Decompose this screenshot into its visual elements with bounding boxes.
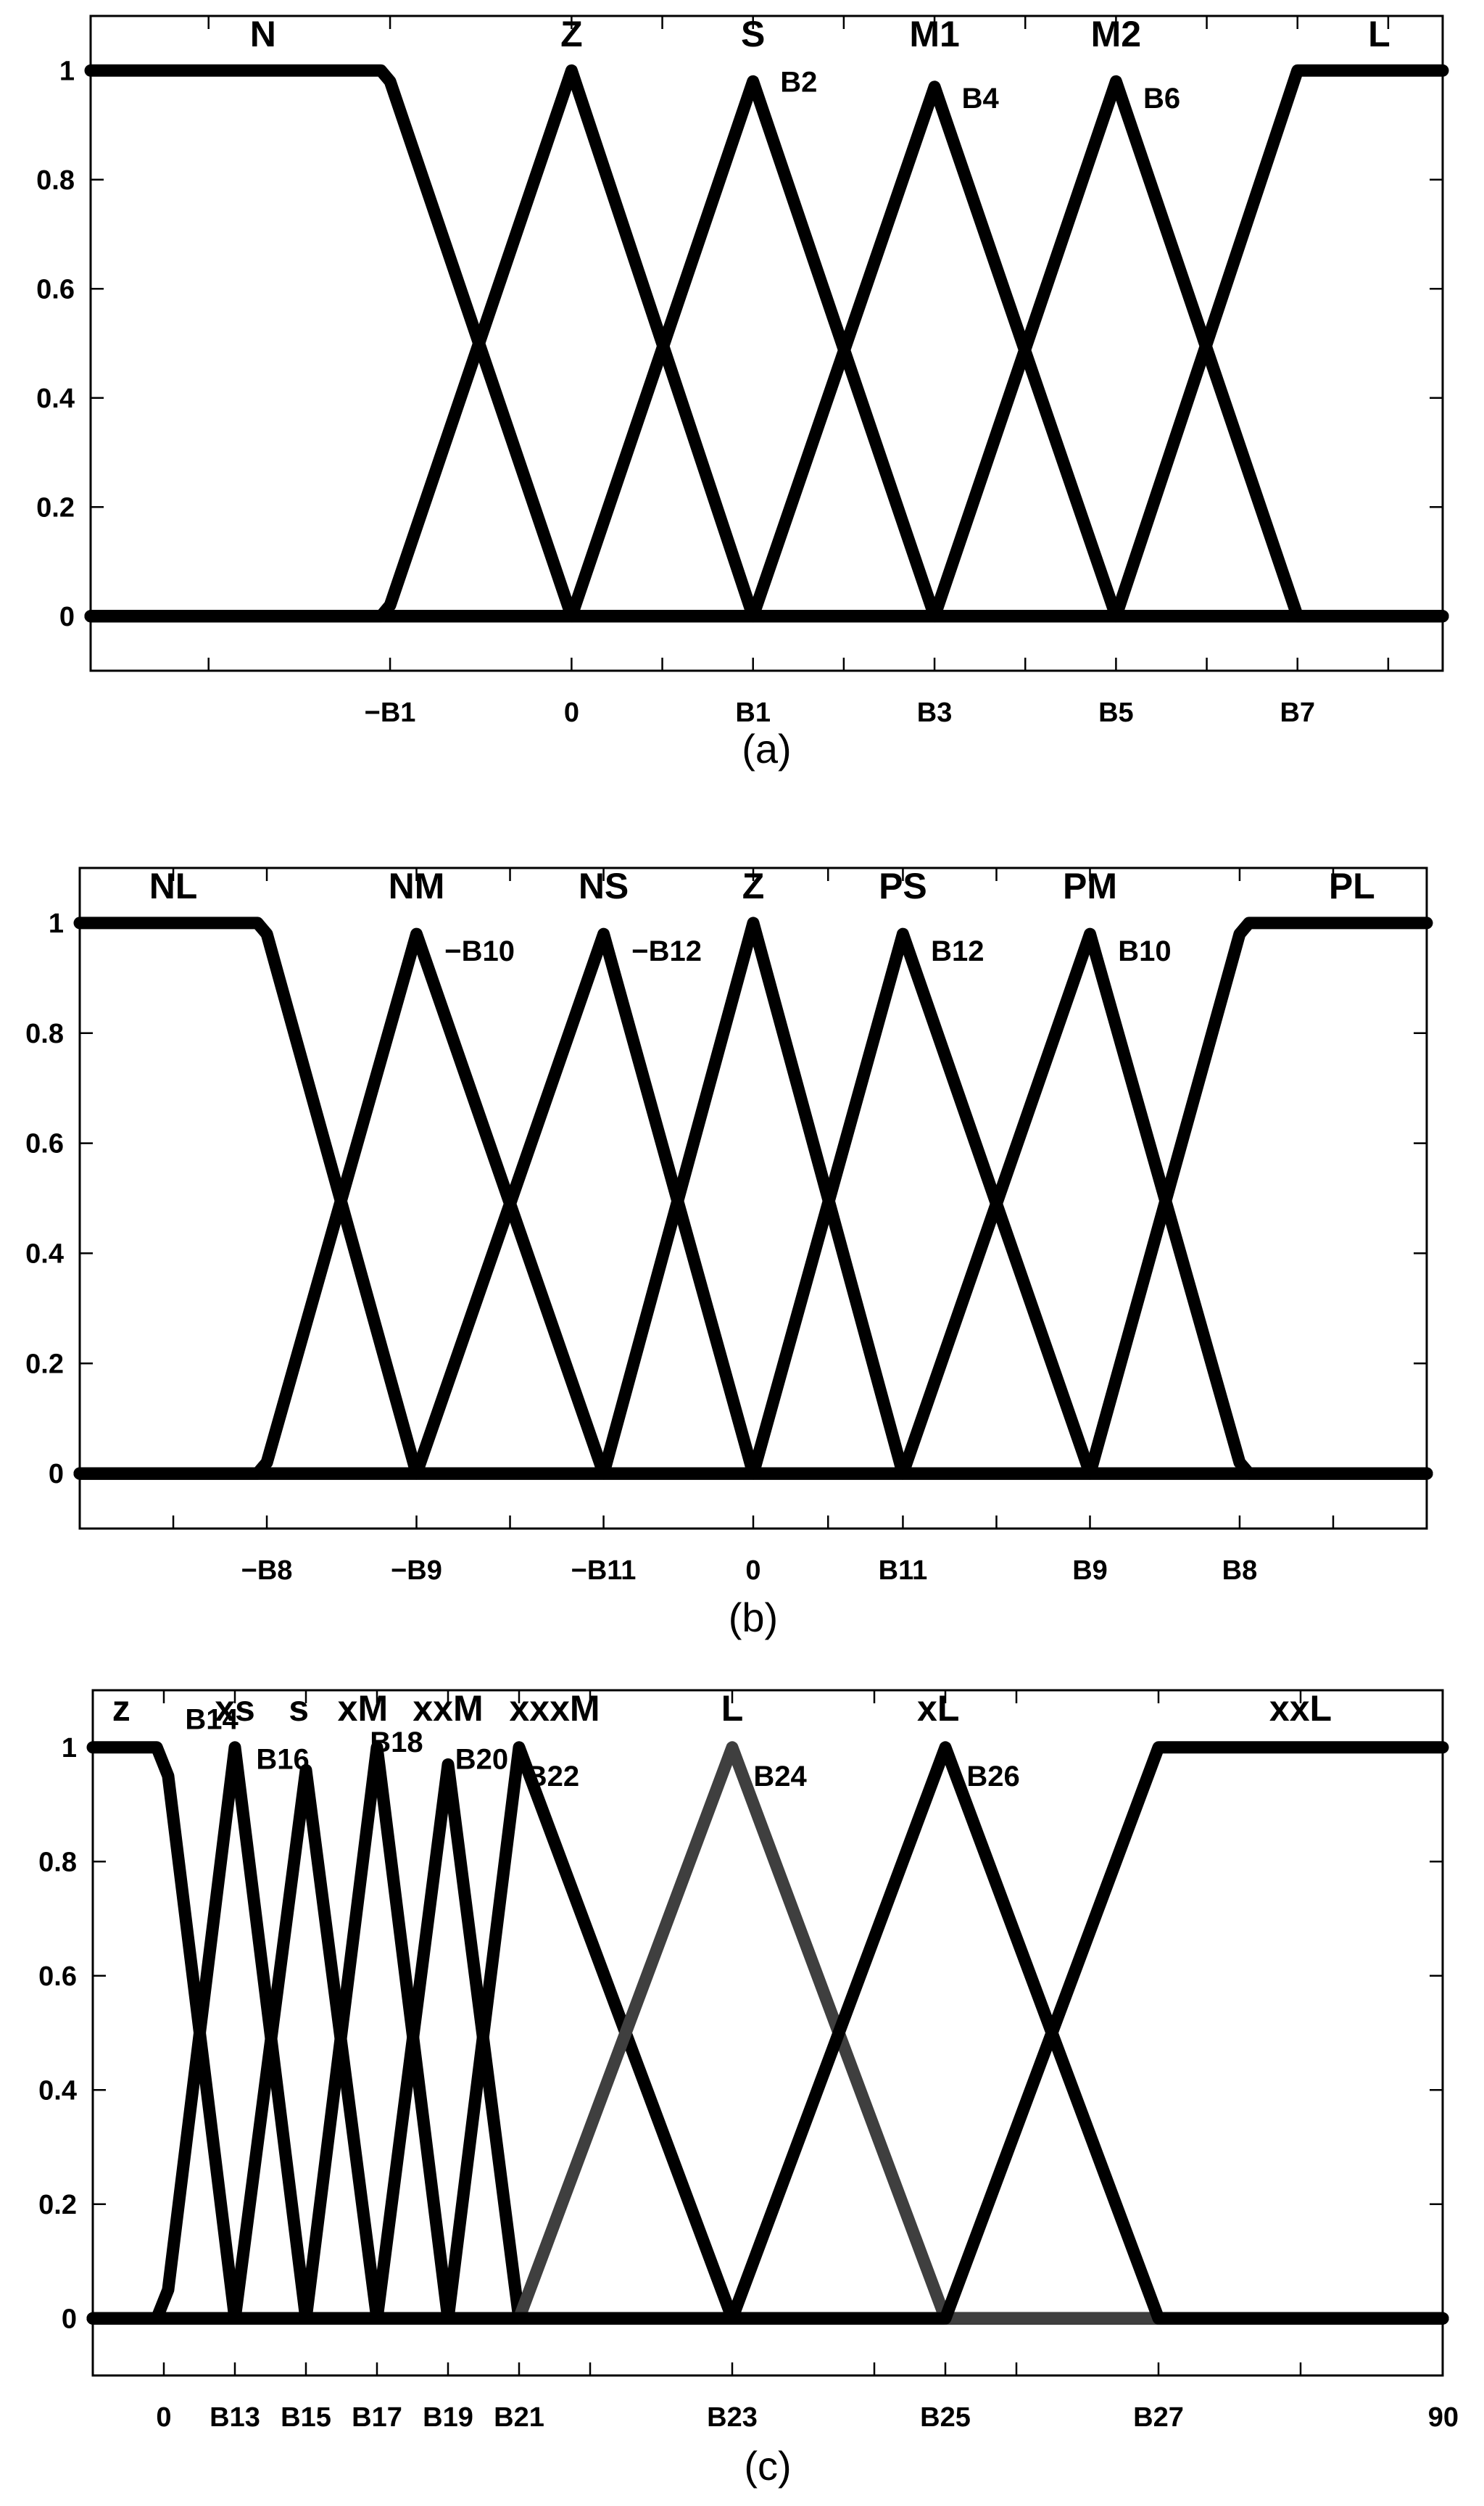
x-tick-label: B21: [494, 2402, 544, 2433]
peak-label: B4: [962, 83, 1000, 115]
x-tick-label: −B1: [365, 698, 416, 728]
y-tick-label: 0.8: [25, 1019, 64, 1049]
set-label: N: [250, 14, 276, 54]
y-tick-label: 0.8: [36, 165, 75, 196]
set-label: M1: [909, 14, 959, 54]
x-tick-label: B19: [423, 2402, 473, 2433]
y-tick-label: 0.4: [25, 1238, 64, 1269]
set-label: s: [289, 1688, 309, 1729]
y-tick-label: 0.6: [38, 1961, 77, 1992]
plot-frame: [89, 15, 1444, 672]
set-label: Z: [560, 14, 583, 54]
y-tick-label: 0.2: [36, 492, 75, 523]
peak-label: −B12: [631, 935, 702, 967]
y-tick-label: 0: [49, 1459, 64, 1489]
x-tick-label: −B8: [241, 1555, 293, 1586]
series-z-line: [84, 64, 1449, 623]
peak-label: B14: [185, 1703, 239, 1735]
x-tick-label: 90: [1428, 2402, 1459, 2433]
set-label: L: [1368, 14, 1390, 54]
series-m2-line: [84, 75, 1449, 623]
y-tick-label: 1: [49, 909, 64, 939]
panel-caption: (b): [729, 1595, 778, 1640]
x-tick-label: B17: [352, 2402, 402, 2433]
series-m1-line: [84, 80, 1449, 623]
x-tick-label: B15: [281, 2402, 331, 2433]
peak-label: −B10: [444, 935, 515, 967]
set-label: z: [112, 1688, 130, 1729]
x-tick-label: 0: [156, 2402, 171, 2433]
peak-label: B10: [1118, 935, 1171, 967]
x-tick-label: B9: [1072, 1555, 1108, 1586]
set-label: L: [721, 1688, 744, 1729]
set-label: NL: [149, 866, 198, 906]
x-tick-label: B13: [210, 2402, 260, 2433]
panel-c: 0 0.2 0.4 0.6 0.8 1 0 B13 B15 B17 B19 B21 B23 B25 B27 9…: [38, 1688, 1459, 2489]
peak-label: B26: [966, 1761, 1019, 1792]
set-label: PS: [879, 866, 927, 906]
series-n-line: [84, 64, 1449, 623]
peak-label: B22: [526, 1761, 579, 1792]
x-tick-label: B8: [1222, 1555, 1258, 1586]
x-tick-label: 0: [745, 1555, 760, 1586]
y-tick-label: 1: [62, 1733, 77, 1763]
x-tick-label: B25: [920, 2402, 971, 2433]
peak-label: B16: [256, 1744, 309, 1776]
set-label: S: [741, 14, 765, 54]
x-tick-label: −B9: [391, 1555, 442, 1586]
x-tick-label: B23: [707, 2402, 758, 2433]
set-label: xM: [338, 1688, 388, 1729]
set-label: xxM: [413, 1688, 483, 1729]
peak-label: B20: [455, 1744, 508, 1776]
set-label: xxL: [1269, 1688, 1332, 1729]
panel-b: 0 0.2 0.4 0.6 0.8 1 −B8 −B9 −B11 0 B11 B9 B8 NL NM NS Z P…: [25, 866, 1433, 1640]
peak-label: B12: [931, 935, 984, 967]
peak-label: B24: [753, 1761, 807, 1792]
set-label: Z: [742, 866, 765, 906]
x-tick-label: B5: [1098, 698, 1134, 728]
x-tick-label: −B11: [571, 1555, 637, 1586]
peak-label: B2: [780, 66, 817, 98]
x-tick-label: B27: [1133, 2402, 1184, 2433]
series-pl-line: [73, 917, 1433, 1480]
y-tick-label: 0.2: [25, 1349, 64, 1379]
y-tick-label: 0.4: [38, 2075, 77, 2106]
y-tick-label: 0.4: [36, 384, 75, 414]
panel-caption: (a): [742, 726, 791, 772]
x-tick-label: B11: [879, 1555, 928, 1586]
set-label: xxxM: [509, 1688, 600, 1729]
peak-label: B6: [1143, 83, 1180, 115]
x-tick-label: B3: [917, 698, 953, 728]
set-label: M2: [1091, 14, 1141, 54]
set-label: PM: [1063, 866, 1117, 906]
set-label: xs: [215, 1688, 255, 1729]
y-tick-label: 1: [59, 56, 75, 86]
x-tick-label: B7: [1280, 698, 1315, 728]
y-tick-label: 0.2: [38, 2190, 77, 2220]
set-label: xL: [917, 1688, 959, 1729]
x-tick-label: 0: [564, 698, 579, 728]
plot-frame: [91, 1689, 1444, 2377]
y-tick-label: 0.6: [36, 274, 75, 305]
series-xxl-line: [86, 1741, 1449, 2325]
peak-label: B18: [370, 1727, 423, 1758]
y-tick-label: 0: [59, 602, 75, 632]
x-tick-label: B1: [735, 698, 771, 728]
set-label: NM: [389, 866, 445, 906]
set-label: PL: [1329, 866, 1375, 906]
y-tick-label: 0.8: [38, 1847, 77, 1877]
panel-a: 0 0.2 0.4 0.6 0.8 1 −B1 0 B1 B3 B5 B7 N Z S M1 M2 L B2 B4 B6…: [36, 14, 1449, 772]
panel-caption: (c): [744, 2443, 791, 2489]
series-s-line: [84, 75, 1449, 623]
y-tick-label: 0.6: [25, 1129, 64, 1159]
series-l-line: [84, 64, 1449, 623]
y-tick-label: 0: [62, 2304, 77, 2334]
set-label: NS: [579, 866, 629, 906]
